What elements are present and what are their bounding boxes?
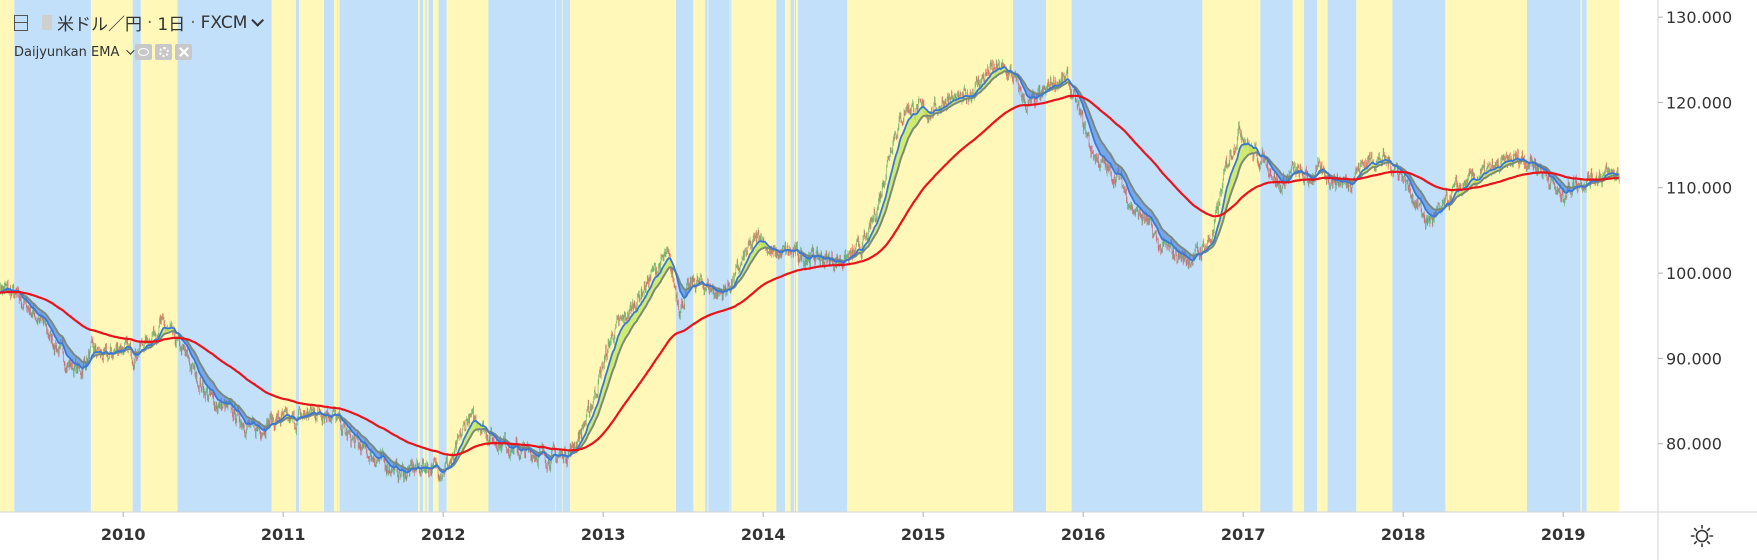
downtrend-band <box>1392 0 1446 512</box>
sun-gear-icon[interactable] <box>1690 524 1714 548</box>
uptrend-band <box>1586 0 1620 512</box>
eye-icon[interactable] <box>135 44 153 60</box>
x-tick-label: 2018 <box>1381 525 1426 544</box>
downtrend-band <box>14 0 91 512</box>
downtrend-band <box>562 0 571 512</box>
uptrend-band <box>555 0 556 512</box>
x-tick-label: 2015 <box>901 525 946 544</box>
uptrend-band <box>91 0 133 512</box>
uptrend-band <box>333 0 337 512</box>
uptrend-band <box>785 0 791 512</box>
ema-fast-line <box>0 66 1620 474</box>
downtrend-band <box>1304 0 1318 512</box>
indicator-name[interactable]: Daijyunkan EMA <box>14 44 120 60</box>
downtrend-band <box>1581 0 1587 512</box>
x-tick-label: 2017 <box>1221 525 1266 544</box>
downtrend-band <box>425 0 427 512</box>
downtrend-band <box>676 0 694 512</box>
y-tick-label: 80.000 <box>1666 435 1722 454</box>
y-tick-label: 100.000 <box>1666 264 1732 283</box>
uptrend-band <box>0 0 15 512</box>
symbol-row[interactable]: 米ドル／円 · 1日 · FXCM <box>14 10 265 35</box>
close-icon[interactable] <box>175 44 193 60</box>
x-tick-label: 2019 <box>1541 525 1586 544</box>
y-tick-label: 120.000 <box>1666 93 1732 112</box>
y-tick-label: 110.000 <box>1666 179 1732 198</box>
downtrend-band <box>790 0 795 512</box>
ribbon-down <box>177 333 272 431</box>
x-tick-label: 2012 <box>421 525 466 544</box>
x-tick-label: 2010 <box>101 525 146 544</box>
signal-bands <box>0 0 1620 512</box>
x-tick-label: 2014 <box>741 525 786 544</box>
gear-icon[interactable] <box>155 44 173 60</box>
uptrend-band <box>299 0 324 512</box>
symbol-name[interactable]: 米ドル／円 <box>57 15 142 35</box>
indicator-row[interactable]: Daijyunkan EMA <box>14 44 193 60</box>
chevron-down-icon[interactable] <box>126 46 136 55</box>
downtrend-band <box>438 0 447 512</box>
downtrend-band <box>428 0 433 512</box>
downtrend-band <box>1527 0 1581 512</box>
uptrend-band <box>271 0 296 512</box>
downtrend-band <box>1260 0 1293 512</box>
downtrend-band <box>1327 0 1357 512</box>
downtrend-band <box>324 0 334 512</box>
uptrend-band <box>562 0 563 512</box>
uptrend-band <box>693 0 706 512</box>
uptrend-band <box>729 0 731 512</box>
uptrend-band <box>433 0 439 512</box>
downtrend-band <box>295 0 299 512</box>
x-tick-label: 2013 <box>581 525 626 544</box>
downtrend-band <box>177 0 272 512</box>
downtrend-band <box>337 0 338 512</box>
ribbon-up <box>91 346 133 360</box>
separator-dot: · <box>190 12 196 33</box>
uptrend-band <box>1317 0 1328 512</box>
price-axis[interactable]: 80.000 90.000 100.000 110.000 120.000 130.000 <box>1658 8 1732 454</box>
uptrend-band <box>707 0 709 512</box>
uptrend-band <box>418 0 420 512</box>
downtrend-band <box>705 0 708 512</box>
downtrend-band <box>339 0 418 512</box>
uptrend-band <box>426 0 429 512</box>
uptrend-band <box>1445 0 1527 512</box>
uptrend-band <box>1356 0 1393 512</box>
time-axis[interactable]: 2010 2011 2012 2013 2014 2015 2016 2017 2018 2019 <box>101 512 1586 544</box>
uptrend-band <box>423 0 426 512</box>
y-tick-label: 130.000 <box>1666 8 1732 27</box>
downtrend-band <box>132 0 141 512</box>
uptrend-band <box>1292 0 1304 512</box>
uptrend-band <box>337 0 340 512</box>
x-tick-label: 2011 <box>261 525 306 544</box>
y-tick-label: 90.000 <box>1666 349 1722 368</box>
uptrend-band <box>796 0 799 512</box>
uptrend-band <box>1580 0 1582 512</box>
uptrend-band <box>794 0 795 512</box>
ema-long-line <box>0 94 1619 457</box>
interval-label[interactable]: 1日 <box>157 15 186 35</box>
source-label[interactable]: FXCM <box>200 12 248 33</box>
x-tick-label: 2016 <box>1061 525 1106 544</box>
separator-dot: · <box>147 12 153 33</box>
candle-style-icon[interactable] <box>14 14 28 31</box>
flag-icon <box>42 15 52 30</box>
uptrend-band <box>1202 0 1261 512</box>
downtrend-band <box>488 0 556 512</box>
downtrend-band <box>708 0 730 512</box>
downtrend-band <box>555 0 562 512</box>
downtrend-band <box>730 0 732 512</box>
downtrend-band <box>419 0 423 512</box>
uptrend-band <box>140 0 178 512</box>
